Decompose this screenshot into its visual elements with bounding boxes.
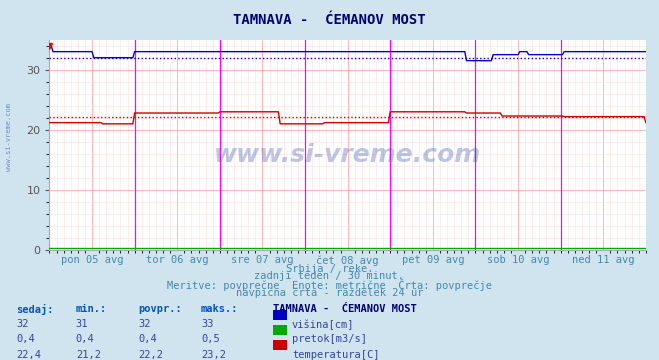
Text: www.si-vreme.com: www.si-vreme.com (214, 143, 481, 167)
Text: 23,2: 23,2 (201, 350, 226, 360)
Text: 33: 33 (201, 319, 214, 329)
Text: TAMNAVA -  ĆEMANOV MOST: TAMNAVA - ĆEMANOV MOST (233, 13, 426, 27)
Text: maks.:: maks.: (201, 304, 239, 314)
Text: 0,4: 0,4 (16, 334, 35, 345)
Text: Meritve: povprečne  Enote: metrične  Črta: povprečje: Meritve: povprečne Enote: metrične Črta:… (167, 279, 492, 291)
Text: višina[cm]: višina[cm] (292, 319, 355, 330)
Text: 0,5: 0,5 (201, 334, 219, 345)
Text: temperatura[C]: temperatura[C] (292, 350, 380, 360)
Text: 32: 32 (138, 319, 151, 329)
Text: zadnji teden / 30 minut.: zadnji teden / 30 minut. (254, 271, 405, 281)
Text: 0,4: 0,4 (76, 334, 94, 345)
Text: povpr.:: povpr.: (138, 304, 182, 314)
Text: 0,4: 0,4 (138, 334, 157, 345)
Text: www.si-vreme.com: www.si-vreme.com (5, 103, 12, 171)
Text: pretok[m3/s]: pretok[m3/s] (292, 334, 367, 345)
Text: min.:: min.: (76, 304, 107, 314)
Text: TAMNAVA -  ĆEMANOV MOST: TAMNAVA - ĆEMANOV MOST (273, 304, 417, 314)
Text: 32: 32 (16, 319, 29, 329)
Text: sedaj:: sedaj: (16, 304, 54, 315)
Text: 21,2: 21,2 (76, 350, 101, 360)
Text: navpična črta - razdelek 24 ur: navpična črta - razdelek 24 ur (236, 287, 423, 298)
Text: Srbija / reke.: Srbija / reke. (286, 264, 373, 274)
Text: 22,4: 22,4 (16, 350, 42, 360)
Text: 22,2: 22,2 (138, 350, 163, 360)
Text: 31: 31 (76, 319, 88, 329)
